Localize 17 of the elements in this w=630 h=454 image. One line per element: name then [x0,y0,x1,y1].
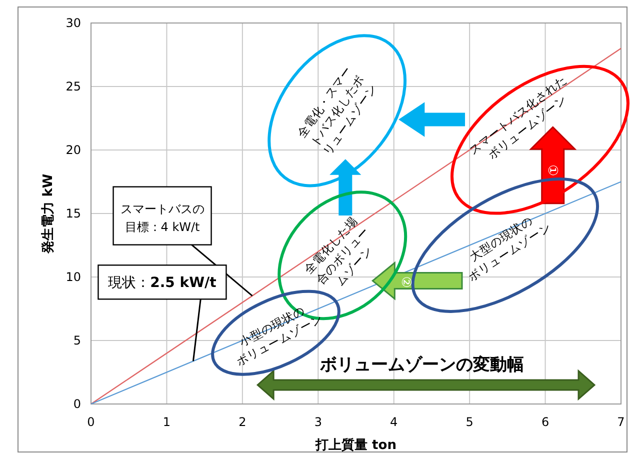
y-tick-label: 0 [73,397,81,411]
y-tick-label: 15 [66,206,81,220]
y-tick-label: 5 [73,334,81,348]
x-tick-label: 3 [314,415,322,429]
x-tick-label: 7 [617,415,625,429]
y-tick-label: 25 [66,80,81,94]
y-tick-label: 10 [66,270,81,284]
x-axis-title: 打上質量 ton [314,437,396,453]
x-tick-label: 6 [541,415,550,429]
y-axis-title: 発生電力 kW [41,174,56,254]
x-tick-label: 0 [87,415,95,429]
x-tick-label: 4 [390,415,398,429]
y-tick-label: 20 [66,143,81,157]
y-tick-label: 30 [66,16,81,30]
x-tick-label: 5 [466,415,474,429]
x-tick-label: 1 [162,415,171,429]
x-tick-label: 2 [238,415,246,429]
